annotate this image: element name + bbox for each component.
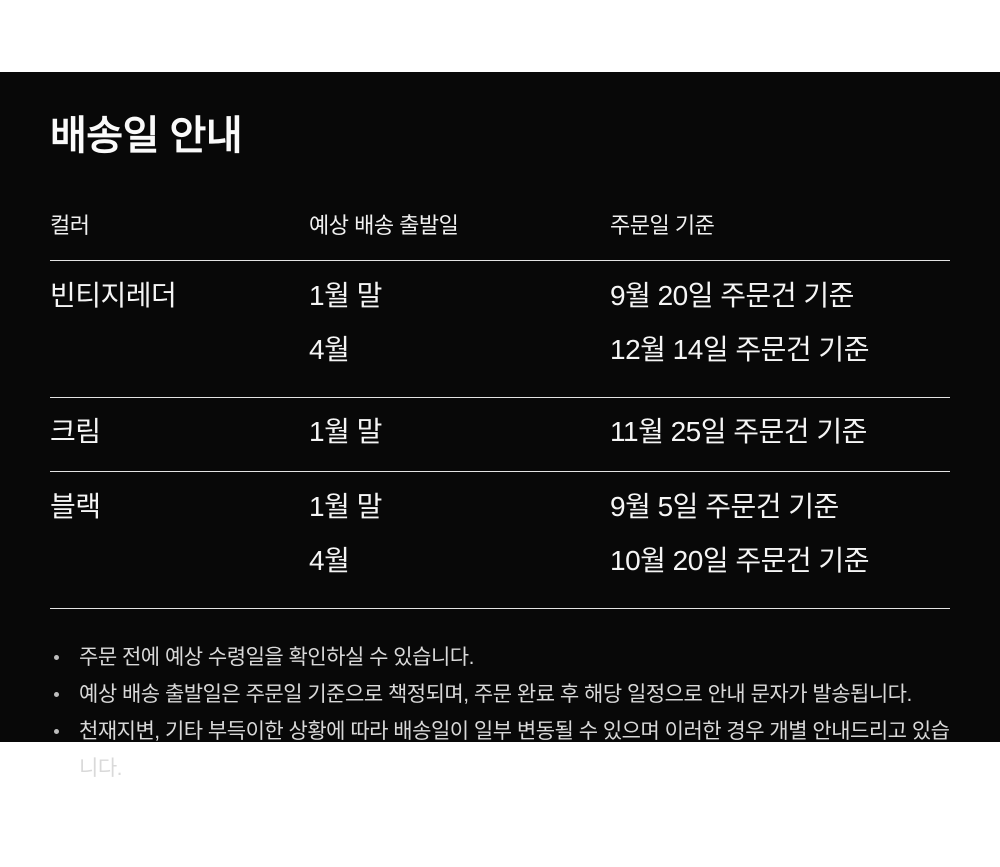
ship-date-value: 1월 말	[309, 491, 382, 522]
ship-date-value: 1월 말	[309, 416, 382, 447]
ship-date-value: 4월	[309, 334, 350, 365]
page-title: 배송일 안내	[50, 114, 243, 158]
cell-ship-date: 1월 말 4월	[309, 269, 610, 377]
table-row: 크림 1월 말 11월 25일 주문건 기준	[50, 398, 950, 472]
cell-ship-date: 1월 말 4월	[309, 480, 610, 588]
note-text: 예상 배송 출발일은 주문일 기준으로 책정되며, 주문 완료 후 해당 일정으…	[79, 683, 912, 706]
bullet-dot-icon	[54, 692, 59, 697]
cell-order-basis: 9월 20일 주문건 기준 12월 14일 주문건 기준	[610, 269, 950, 377]
shipping-schedule-table: 컬러 예상 배송 출발일 주문일 기준 빈티지레더 1월 말 4월 9월 20일…	[50, 208, 950, 609]
ship-date-value: 1월 말	[309, 280, 382, 311]
list-item: 천재지변, 기타 부득이한 상황에 따라 배송일이 일부 변동될 수 있으며 이…	[50, 713, 950, 787]
header-order-basis: 주문일 기준	[610, 213, 715, 238]
cell-color: 크림	[50, 405, 309, 459]
color-name: 블랙	[50, 491, 101, 522]
notes-list: 주문 전에 예상 수령일을 확인하실 수 있습니다. 예상 배송 출발일은 주문…	[50, 639, 950, 787]
cell-order-basis: 11월 25일 주문건 기준	[610, 405, 950, 459]
list-item: 예상 배송 출발일은 주문일 기준으로 책정되며, 주문 완료 후 해당 일정으…	[50, 676, 950, 713]
header-color: 컬러	[50, 213, 90, 238]
table-header-row: 컬러 예상 배송 출발일 주문일 기준	[50, 208, 950, 261]
list-item: 주문 전에 예상 수령일을 확인하실 수 있습니다.	[50, 639, 950, 676]
table-row: 빈티지레더 1월 말 4월 9월 20일 주문건 기준 12월 14일 주문건 …	[50, 261, 950, 398]
order-basis-value: 11월 25일 주문건 기준	[610, 416, 867, 447]
cell-ship-date: 1월 말	[309, 405, 610, 459]
order-basis-value: 9월 20일 주문건 기준	[610, 280, 854, 311]
cell-color: 블랙	[50, 480, 309, 588]
note-text: 천재지변, 기타 부득이한 상황에 따라 배송일이 일부 변동될 수 있으며 이…	[79, 720, 950, 780]
header-ship-date: 예상 배송 출발일	[309, 213, 459, 238]
table-row: 블랙 1월 말 4월 9월 5일 주문건 기준 10월 20일 주문건 기준	[50, 472, 950, 609]
cell-order-basis: 9월 5일 주문건 기준 10월 20일 주문건 기준	[610, 480, 950, 588]
order-basis-value: 12월 14일 주문건 기준	[610, 334, 869, 365]
color-name: 빈티지레더	[50, 280, 177, 311]
order-basis-value: 10월 20일 주문건 기준	[610, 545, 869, 576]
bullet-dot-icon	[54, 655, 59, 660]
order-basis-value: 9월 5일 주문건 기준	[610, 491, 839, 522]
color-name: 크림	[50, 416, 101, 447]
ship-date-value: 4월	[309, 545, 350, 576]
bullet-dot-icon	[54, 729, 59, 734]
cell-color: 빈티지레더	[50, 269, 309, 377]
delivery-info-panel: 배송일 안내 컬러 예상 배송 출발일 주문일 기준 빈티지레더 1월 말 4월…	[0, 72, 1000, 780]
note-text: 주문 전에 예상 수령일을 확인하실 수 있습니다.	[79, 646, 474, 669]
